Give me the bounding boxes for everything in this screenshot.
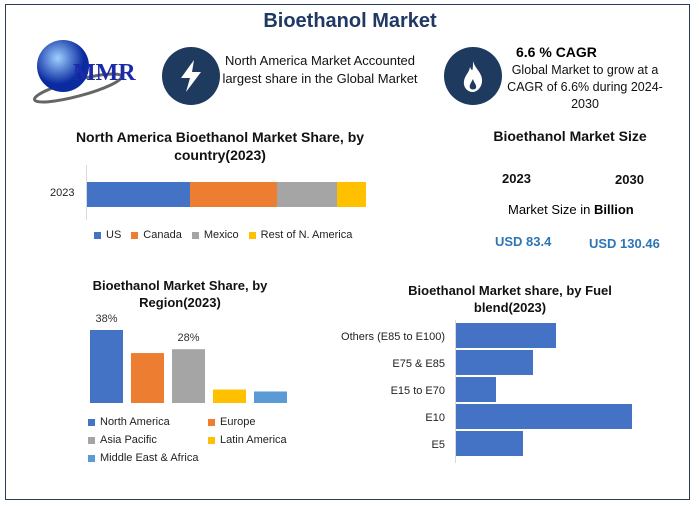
market-size-unit: Market Size in Billion	[508, 202, 634, 217]
legend-swatch	[88, 454, 95, 462]
bar-segment-us	[87, 182, 191, 207]
bar-middle-east-africa	[254, 391, 287, 403]
legend-label: Europe	[220, 416, 256, 428]
bar-segment-mexico	[276, 182, 337, 207]
country-chart-title: North America Bioethanol Market Share, b…	[75, 129, 365, 163]
year-2023: 2023	[502, 171, 531, 186]
data-label: 38%	[95, 313, 117, 325]
year-2030: 2030	[615, 172, 644, 187]
bar-others-e85-to-e100	[456, 323, 556, 348]
legend-swatch	[94, 231, 101, 239]
fuel-chart-title: Bioethanol Market share, by Fuel blend(2…	[408, 283, 612, 315]
legend-swatch	[208, 418, 215, 426]
flame-icon	[444, 47, 502, 105]
category-label: Others (E85 to E100)	[341, 331, 445, 343]
legend-item-middle-east-africa: Middle East & Africa	[88, 452, 208, 464]
legend-swatch	[208, 436, 215, 444]
category-label: E5	[432, 439, 445, 451]
north-america-highlight: North America Market Accounted largest s…	[222, 53, 418, 86]
category-label: E75 & E85	[392, 358, 445, 370]
unit-label: Market Size in	[508, 202, 594, 217]
legend-item-asia-pacific: Asia Pacific	[88, 434, 208, 446]
cagr-text: Global Market to grow at a CAGR of 6.6% …	[507, 63, 663, 111]
value-2023: USD 83.4	[495, 234, 552, 249]
data-label: 28%	[177, 332, 199, 344]
country-stacked-bar	[87, 182, 366, 207]
region-chart: 38% 28%	[90, 313, 287, 403]
country-chart-category: 2023	[50, 187, 75, 199]
region-chart-title: Bioethanol Market Share, by Region(2023)	[92, 278, 268, 310]
cagr-title: 6.6 % CAGR	[516, 44, 597, 60]
bar-e75-e85	[456, 350, 533, 375]
legend-label: Mexico	[203, 229, 239, 241]
country-axis	[86, 165, 87, 220]
svg-text:MMR: MMR	[73, 60, 136, 86]
country-legend: US Canada Mexico Rest of N. America	[94, 229, 352, 241]
bar-e5	[456, 431, 523, 456]
region-legend: North America Europe Asia Pacific Latin Ame…	[88, 416, 318, 464]
bar-asia-pacific	[172, 349, 205, 403]
bar-latin-america	[213, 389, 246, 403]
legend-label: Rest of N. America	[260, 229, 353, 241]
fuel-chart: Others (E85 to E100) E75 & E85 E15 to E70 E…	[341, 320, 632, 463]
unit-bold: Billion	[593, 202, 634, 217]
legend-item-latin-america: Latin America	[208, 434, 318, 446]
bar-e10	[456, 404, 632, 429]
bar-segment-rest-of-n-america	[336, 182, 366, 207]
legend-swatch	[88, 418, 95, 426]
legend-swatch	[131, 231, 139, 239]
bar-e15-to-e70	[456, 377, 496, 402]
legend-label: US	[106, 229, 122, 241]
legend-label: Asia Pacific	[100, 434, 157, 446]
value-2030: USD 130.46	[589, 236, 660, 251]
market-size-title: Bioethanol Market Size	[493, 128, 647, 144]
page-title: Bioethanol Market	[263, 10, 437, 32]
bar-europe	[131, 353, 164, 403]
category-label: E10	[425, 412, 445, 424]
legend-swatch	[88, 436, 95, 444]
legend-item-north-america: North America	[88, 416, 208, 428]
bar-north-america	[90, 330, 123, 403]
mmr-logo: MMR	[28, 36, 148, 106]
legend-swatch	[248, 231, 256, 239]
legend-label: North America	[100, 416, 170, 428]
bar-segment-canada	[190, 182, 277, 207]
legend-label: Canada	[143, 229, 182, 241]
legend-item-mexico: Mexico	[191, 229, 239, 241]
legend-label: Latin America	[220, 434, 287, 446]
legend-item-canada: Canada	[131, 229, 182, 241]
legend-item-rest-of-n-america: Rest of N. America	[248, 229, 353, 241]
category-label: E15 to E70	[391, 385, 445, 397]
legend-item-us: US	[94, 229, 121, 241]
legend-swatch	[191, 231, 199, 239]
legend-item-europe: Europe	[208, 416, 318, 428]
lightning-icon	[162, 47, 220, 105]
legend-label: Middle East & Africa	[100, 452, 199, 464]
